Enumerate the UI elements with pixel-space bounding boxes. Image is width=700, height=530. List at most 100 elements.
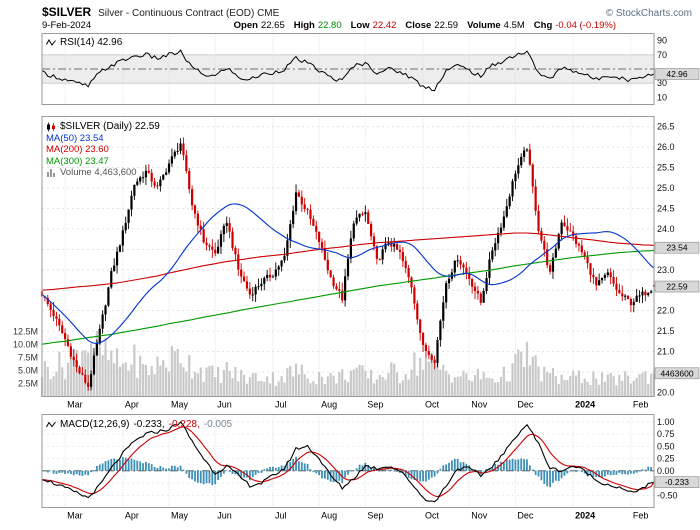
low-value: 22.42: [372, 20, 397, 31]
symbol: $SILVER: [42, 5, 92, 19]
svg-text:Feb: Feb: [633, 511, 649, 521]
svg-text:Jun: Jun: [217, 400, 232, 410]
svg-text:Aug: Aug: [321, 511, 337, 521]
svg-text:70: 70: [657, 50, 667, 60]
volume-legend-text: Volume 4,463,600: [60, 167, 137, 179]
svg-text:Dec: Dec: [517, 400, 534, 410]
svg-text:-0.50: -0.50: [657, 490, 678, 500]
svg-text:Nov: Nov: [471, 511, 488, 521]
svg-text:7.5M: 7.5M: [18, 353, 38, 363]
close-label: Close: [405, 20, 432, 31]
svg-text:21.5: 21.5: [657, 326, 675, 336]
svg-text:Oct: Oct: [425, 400, 440, 410]
macd-value: -0.233,: [133, 419, 165, 430]
svg-text:25.5: 25.5: [657, 163, 675, 173]
svg-text:Sep: Sep: [367, 511, 383, 521]
svg-text:30: 30: [657, 78, 667, 88]
svg-text:25.0: 25.0: [657, 183, 675, 193]
high-value: 22.80: [317, 20, 342, 31]
svg-text:10.0M: 10.0M: [13, 340, 38, 350]
svg-text:0.75: 0.75: [657, 429, 675, 439]
svg-text:24.5: 24.5: [657, 203, 675, 213]
macd-panel-chart: 1.00 0.75 0.50 0.25 0.00 -0.50 -0.233 Mar Apr May…: [41, 414, 700, 521]
macd-histogram: [41, 456, 655, 488]
price-title: $SILVER (Daily) 22.59: [60, 121, 160, 133]
svg-text:Sep: Sep: [367, 400, 383, 410]
macd-title: MACD(12,26,9): [60, 419, 130, 430]
ma200-legend: MA(200) 23.60: [46, 144, 160, 156]
open-label: Open: [233, 20, 258, 31]
candlestick-icon: [47, 122, 55, 132]
ma50-legend: MA(50) 23.54: [46, 133, 160, 145]
volume-bars: [40, 330, 656, 397]
svg-text:Mar: Mar: [67, 400, 83, 410]
svg-text:23.54: 23.54: [666, 243, 688, 253]
svg-text:Apr: Apr: [125, 400, 139, 410]
price-title-row: $SILVER (Daily) 22.59: [46, 121, 160, 133]
svg-text:Oct: Oct: [425, 511, 440, 521]
chg-value: -0.04 (-0.19%): [555, 20, 616, 31]
svg-text:10: 10: [657, 92, 667, 102]
svg-text:42.96: 42.96: [666, 69, 688, 79]
ohlc-summary: Open 22.65 High 22.80 Low 22.42 Close 22.59 …: [234, 20, 616, 31]
quote-change: Chg -0.04 (-0.19%): [534, 20, 616, 31]
symbol-description: Silver - Continuous Contract (EOD) CME: [98, 8, 280, 19]
rsi-legend-text: RSI(14) 42.96: [60, 37, 123, 48]
svg-text:Nov: Nov: [471, 400, 488, 410]
quote-open: Open 22.65: [234, 20, 285, 31]
ma300-legend: MA(300) 23.47: [46, 156, 160, 168]
svg-text:2.5M: 2.5M: [18, 379, 38, 389]
svg-text:1.00: 1.00: [657, 417, 675, 427]
svg-text:22.59: 22.59: [666, 282, 688, 292]
svg-text:May: May: [171, 400, 189, 410]
svg-text:24.0: 24.0: [657, 224, 675, 234]
ma200-legend-text: MA(200) 23.60: [46, 144, 109, 156]
candlesticks: [40, 137, 656, 391]
volume-label: Volume: [467, 20, 501, 31]
rsi-plot: 90 70 30 10 42.96: [41, 33, 700, 105]
svg-text:20.0: 20.0: [657, 387, 675, 397]
svg-text:90: 90: [657, 36, 667, 46]
svg-text:26.0: 26.0: [657, 142, 675, 152]
svg-text:0.50: 0.50: [657, 441, 675, 451]
macd-plot: 1.00 0.75 0.50 0.25 0.00 -0.50 -0.233 Mar Apr May…: [41, 414, 700, 521]
macd-signal-value: -0.228,: [168, 419, 200, 430]
chart-date: 9-Feb-2024: [42, 20, 92, 31]
close-value: 22.59: [434, 20, 459, 31]
svg-text:5.0M: 5.0M: [18, 366, 38, 376]
macd-line-icon: [46, 421, 56, 428]
high-label: High: [293, 20, 315, 31]
ma50-legend-text: MA(50) 23.54: [46, 132, 104, 144]
price-plot: 26.5 26.0 25.5 25.0 24.5 24.0 23.0 22.0 21.5 21.0…: [13, 116, 700, 410]
quote-low: Low 22.42: [351, 20, 397, 31]
svg-text:2024: 2024: [575, 511, 595, 521]
svg-text:Jul: Jul: [275, 400, 287, 410]
svg-text:12.5M: 12.5M: [13, 327, 38, 337]
volume-bars-icon: [47, 169, 55, 178]
quote-volume: Volume 4.5M: [467, 20, 525, 31]
macd-hist-value: -0.005: [203, 419, 233, 430]
rsi-line-icon: [46, 39, 56, 46]
low-label: Low: [350, 20, 370, 31]
svg-text:23.0: 23.0: [657, 265, 675, 275]
rsi-legend: RSI(14) 42.96: [46, 37, 122, 48]
svg-text:4463600: 4463600: [660, 368, 693, 378]
stockcharts-copyright-link[interactable]: © StockCharts.com: [605, 8, 692, 19]
svg-text:22.0: 22.0: [657, 306, 675, 316]
volume-legend: Volume 4,463,600: [46, 167, 160, 179]
ma300-legend-text: MA(300) 23.47: [46, 155, 109, 167]
svg-text:Jul: Jul: [275, 511, 287, 521]
svg-text:Dec: Dec: [517, 511, 534, 521]
svg-text:Feb: Feb: [633, 400, 649, 410]
quote-high: High 22.80: [294, 20, 342, 31]
rsi-panel-chart: 90 70 30 10 42.96: [41, 33, 700, 105]
chg-label: Chg: [533, 20, 553, 31]
chart-header: $SILVER Silver - Continuous Contract (EO…: [0, 5, 700, 19]
price-legend: $SILVER (Daily) 22.59 MA(50) 23.54 MA(20…: [46, 121, 160, 179]
svg-text:Jun: Jun: [217, 511, 232, 521]
open-value: 22.65: [260, 20, 285, 31]
price-panel-chart: 26.5 26.0 25.5 25.0 24.5 24.0 23.0 22.0 21.5 21.0…: [13, 116, 700, 410]
svg-text:May: May: [171, 511, 189, 521]
volume-value: 4.5M: [503, 20, 525, 31]
svg-text:0.00: 0.00: [657, 466, 675, 476]
